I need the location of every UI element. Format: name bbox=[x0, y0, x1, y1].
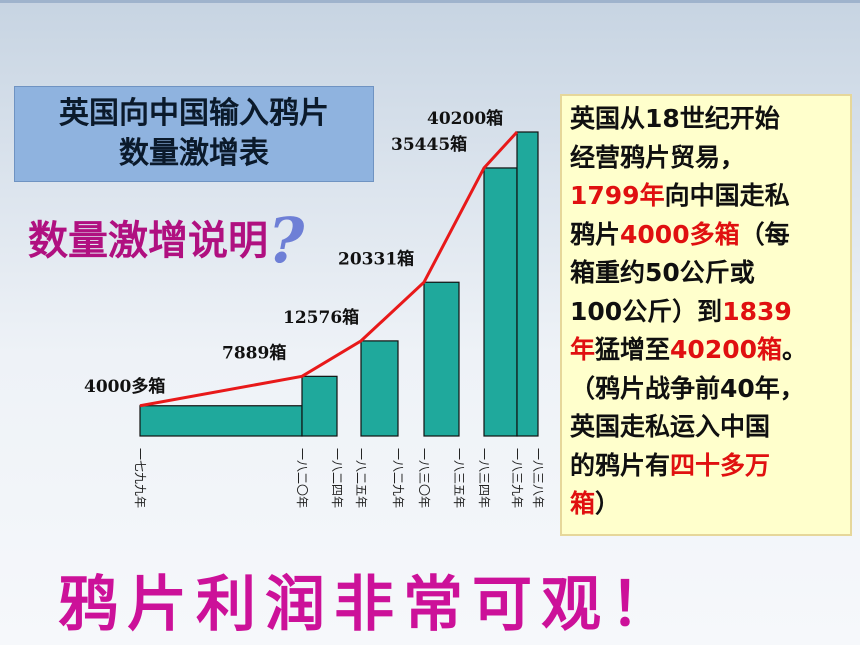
year-tick-text: 一七九九年 bbox=[133, 448, 147, 508]
note-text: ） bbox=[595, 489, 621, 518]
note-text: 鸦片 bbox=[570, 219, 621, 249]
note-line: 100公斤）到1839 bbox=[570, 293, 842, 332]
year-tick-label: 一八二〇年 bbox=[295, 448, 309, 508]
note-highlight: 箱 bbox=[570, 489, 596, 518]
note-text: （鸦片战争前40年， bbox=[570, 373, 805, 403]
note-highlight: 1839 bbox=[722, 296, 792, 326]
trend-line bbox=[139, 130, 519, 408]
note-line: 年猛增至40200箱。 bbox=[570, 331, 842, 370]
bars-layer bbox=[139, 131, 539, 437]
bar-value-label: 35445箱 bbox=[391, 134, 467, 155]
trend-line-layer bbox=[139, 130, 519, 408]
note-line: 1799年向中国走私 bbox=[570, 177, 842, 216]
note-text: 100公斤）到 bbox=[570, 296, 723, 326]
note-line: 箱） bbox=[570, 485, 842, 524]
year-tick-text: 一八三四年 bbox=[477, 448, 491, 508]
bar-value-label: 7889箱 bbox=[222, 342, 286, 363]
note-text: 的鸦片有 bbox=[570, 450, 671, 480]
note-line: 英国从18世纪开始 bbox=[570, 100, 842, 139]
year-tick-label: 一八三四年 bbox=[477, 448, 491, 508]
note-text: 英国从18世纪开始 bbox=[570, 104, 780, 133]
note-text: 经营鸦片贸易， bbox=[570, 142, 746, 172]
note-line: 经营鸦片贸易， bbox=[570, 139, 842, 178]
note-highlight: 四十多万 bbox=[670, 450, 771, 480]
note-highlight: 40200箱 bbox=[670, 335, 783, 364]
note-line: 箱重约50公斤或 bbox=[570, 254, 842, 293]
year-tick-label: 一八三八年 bbox=[531, 448, 545, 508]
year-tick-text: 一八三〇年 bbox=[417, 448, 431, 508]
year-tick-text: 一八二〇年 bbox=[295, 448, 309, 508]
bar-value-label: 40200箱 bbox=[427, 108, 503, 129]
year-tick-label: 一八二四年 bbox=[330, 448, 344, 508]
note-text: 向中国走私 bbox=[664, 181, 790, 210]
year-tick-text: 一八二四年 bbox=[330, 448, 344, 508]
bar-value-label: 20331箱 bbox=[338, 248, 414, 269]
year-tick-text: 一八三九年 bbox=[510, 448, 524, 508]
bar-value-label: 12576箱 bbox=[283, 307, 359, 328]
year-tick-label: 一八三〇年 bbox=[417, 448, 431, 508]
bar-value-label: 4000多箱 bbox=[84, 376, 165, 397]
year-tick-label: 一八二九年 bbox=[391, 448, 405, 508]
chart-bar bbox=[516, 131, 539, 437]
year-tick-text: 一八二五年 bbox=[354, 448, 368, 508]
year-tick-label: 一八二五年 bbox=[354, 448, 368, 508]
year-tick-label: 一七九九年 bbox=[133, 448, 147, 508]
explanation-note-box: 英国从18世纪开始 经营鸦片贸易， 1799年向中国走私 鸦片4000多箱（每 箱重约5… bbox=[560, 94, 852, 536]
note-line: 的鸦片有四十多万 bbox=[570, 447, 842, 486]
note-highlight: 4000多箱 bbox=[620, 219, 740, 249]
year-tick-text: 一八三八年 bbox=[531, 448, 545, 508]
note-text: 。 bbox=[782, 335, 808, 364]
note-line: 鸦片4000多箱（每 bbox=[570, 216, 842, 255]
note-text: 箱重约50公斤或 bbox=[570, 258, 755, 287]
note-text: 英国走私运入中国 bbox=[570, 412, 771, 441]
year-tick-label: 一八三五年 bbox=[452, 448, 466, 508]
note-highlight: 年 bbox=[570, 335, 596, 364]
note-line: （鸦片战争前40年， bbox=[570, 370, 842, 409]
chart-title-line-1: 英国向中国输入鸦片 bbox=[59, 96, 329, 131]
note-line: 英国走私运入中国 bbox=[570, 408, 842, 447]
year-ticks-layer: 一七九九年 一八二〇年 一八二四年 一八二五年 一八二九年 一八三〇年 一八三五年 一八三四年… bbox=[133, 448, 545, 508]
year-tick-label: 一八三九年 bbox=[510, 448, 524, 508]
chart-bar bbox=[483, 167, 518, 437]
year-tick-text: 一八二九年 bbox=[391, 448, 405, 508]
explanation-heading: 数量激增说明 bbox=[28, 218, 268, 264]
chart-bar bbox=[360, 340, 399, 437]
question-mark-icon: ? bbox=[268, 204, 305, 277]
note-text: （每 bbox=[739, 219, 790, 249]
chart-title-box: 英国向中国输入鸦片 数量激增表 bbox=[14, 86, 374, 182]
profit-slogan: 鸦片利润非常可观！ bbox=[58, 570, 679, 640]
year-tick-text: 一八三五年 bbox=[452, 448, 466, 508]
chart-bar bbox=[139, 405, 303, 437]
top-border-line bbox=[0, 0, 860, 3]
chart-bar bbox=[301, 375, 338, 437]
chart-bar bbox=[423, 281, 460, 437]
note-highlight: 1799年 bbox=[570, 181, 665, 210]
value-labels-layer: 4000多箱 7889箱 12576箱 20331箱 35445箱 40200箱 bbox=[84, 108, 503, 397]
note-text: 猛增至 bbox=[595, 335, 671, 364]
chart-title-line-2: 数量激增表 bbox=[119, 136, 269, 171]
